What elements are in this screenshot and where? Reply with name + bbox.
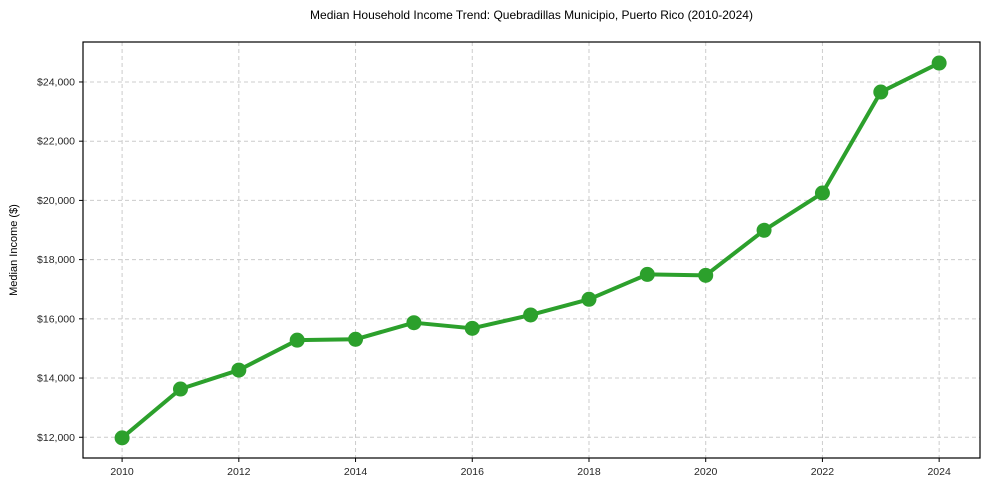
y-tick-label-22000: $22,000 <box>37 136 75 148</box>
y-tick-label-14000: $14,000 <box>37 373 75 385</box>
data-point-2012 <box>231 362 247 378</box>
x-tick-label-2014: 2014 <box>344 466 368 478</box>
data-point-2023 <box>873 84 889 100</box>
plot-border <box>82 41 981 459</box>
x-tick-label-2012: 2012 <box>227 466 251 478</box>
data-point-2010 <box>114 430 130 446</box>
data-point-2013 <box>289 332 305 348</box>
y-tick-label-16000: $16,000 <box>37 313 75 325</box>
data-point-2014 <box>348 331 364 347</box>
y-tick-label-12000: $12,000 <box>37 432 75 444</box>
x-tick-label-2024: 2024 <box>927 466 951 478</box>
data-point-2015 <box>406 315 422 331</box>
chart-title: Median Household Income Trend: Quebradil… <box>310 8 753 22</box>
y-tick-label-24000: $24,000 <box>37 76 75 88</box>
x-tick-label-2010: 2010 <box>110 466 134 478</box>
data-point-2016 <box>464 320 480 336</box>
y-tick-label-20000: $20,000 <box>37 195 75 207</box>
data-point-2017 <box>523 307 539 323</box>
data-point-2018 <box>581 291 597 307</box>
x-tick-label-2022: 2022 <box>811 466 835 478</box>
data-point-2024 <box>931 55 947 71</box>
data-point-2011 <box>172 381 188 397</box>
trend-line <box>120 61 942 440</box>
x-tick-label-2016: 2016 <box>461 466 485 478</box>
data-point-2022 <box>814 185 830 201</box>
data-point-2019 <box>639 266 655 282</box>
x-tick-label-2018: 2018 <box>577 466 601 478</box>
data-point-2020 <box>698 267 714 283</box>
data-point-2021 <box>756 222 772 238</box>
y-tick-label-18000: $18,000 <box>37 254 75 266</box>
x-tick-label-2020: 2020 <box>694 466 718 478</box>
